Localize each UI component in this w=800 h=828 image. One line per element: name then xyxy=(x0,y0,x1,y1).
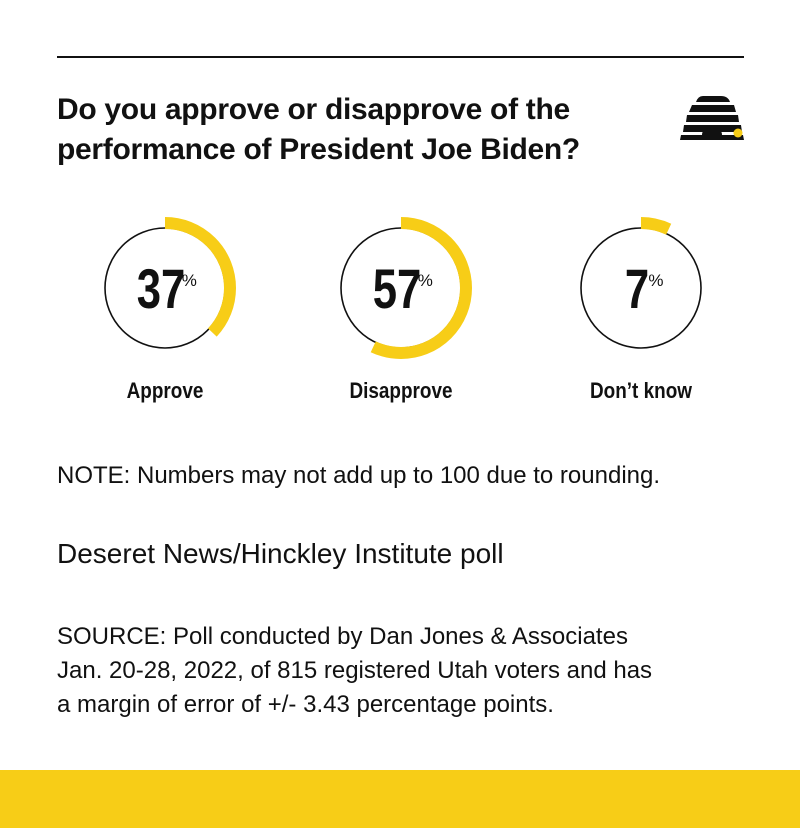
source-line-1: SOURCE: Poll conducted by Dan Jones & As… xyxy=(57,623,628,650)
donut-unit-1: % xyxy=(182,271,197,290)
title-line-1: Do you approve or disapprove of the xyxy=(57,93,570,126)
donut-value-3: 7 xyxy=(625,258,649,320)
donut-unit-2: % xyxy=(418,271,433,290)
donut-chart-group: 37% Approve 57% Disapprove 7% Don’t know xyxy=(94,217,712,403)
donut-arc-2 xyxy=(330,217,472,359)
donut-arc-1 xyxy=(94,217,236,359)
source-line-2: Jan. 20-28, 2022, of 815 registered Utah… xyxy=(57,657,653,684)
donut-label-1: Approve xyxy=(126,378,204,403)
title-line-2: performance of President Joe Biden? xyxy=(57,133,580,166)
donut-ring-1 xyxy=(104,227,226,349)
donut-label-3: Don’t know xyxy=(590,378,692,403)
donut-label-2: Disapprove xyxy=(349,378,453,403)
donut-value-2: 57 xyxy=(373,258,422,320)
footer-bar xyxy=(0,770,800,828)
donut-ring-2 xyxy=(340,227,462,349)
poll-name: Deseret News/Hinckley Institute poll xyxy=(57,538,504,569)
donut-unit-3: % xyxy=(648,271,663,290)
donut-1: 37% xyxy=(94,217,236,359)
top-rule xyxy=(57,56,744,58)
note-text: NOTE: Numbers may not add up to 100 due … xyxy=(57,462,661,489)
donut-ring-3 xyxy=(580,227,702,349)
donut-value-1: 37 xyxy=(137,258,186,320)
chart-title: Do you approve or disapprove of the perf… xyxy=(57,90,657,170)
source-line-3: a margin of error of +/- 3.43 percentage… xyxy=(57,691,554,718)
beehive-icon xyxy=(680,96,744,140)
source-text: SOURCE: Poll conducted by Dan Jones & As… xyxy=(57,620,757,722)
donut-2: 57% xyxy=(330,217,472,359)
donut-arc-3 xyxy=(570,217,712,359)
donut-3: 7% xyxy=(570,217,712,359)
